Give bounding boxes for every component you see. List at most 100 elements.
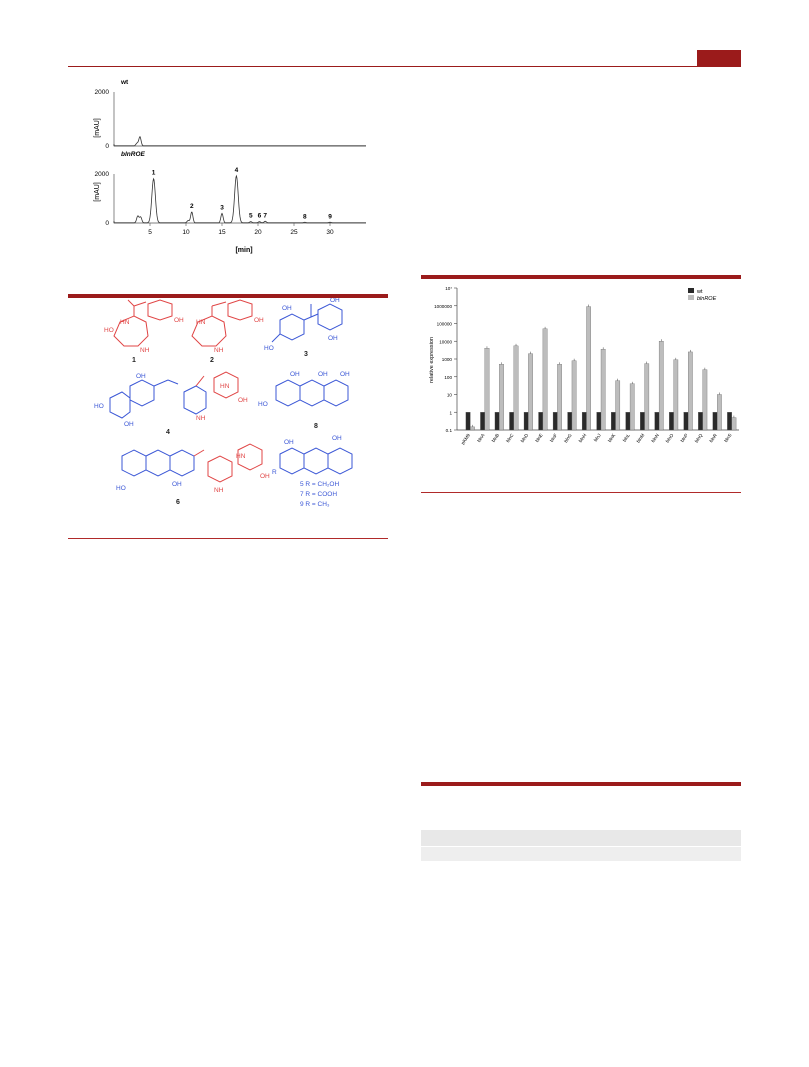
bar-blnroe-blnj	[600, 349, 606, 431]
bar-chart-y-tick-label: 10	[447, 393, 453, 398]
atom-label: OH	[174, 317, 184, 324]
hplc-x-tick-label: 25	[290, 229, 298, 236]
bar-chart-category-label: blnJ	[593, 433, 602, 443]
compound-1-structure	[113, 299, 173, 347]
bar-chart-y-tick-label: 100	[444, 375, 452, 380]
hplc-oe-peak-label: 5	[249, 213, 253, 220]
bar-blnroe-blno	[673, 359, 679, 431]
table-top-rule	[421, 782, 741, 786]
bar-chart-category-label: blnK	[607, 432, 617, 443]
bar-chart-y-tick-label: 10⁷	[445, 286, 452, 291]
hplc-oe-peak-label: 2	[190, 203, 194, 210]
bar-blnroe-blnk	[615, 380, 621, 431]
atom-label: OH	[284, 439, 294, 446]
compound-8-structure	[275, 379, 349, 407]
r-group-7: 7 R = COOH	[300, 491, 337, 498]
compound-number-4: 4	[166, 429, 170, 436]
bar-blnroe-blng	[571, 360, 577, 431]
bar-chart-category-label: blnE	[534, 433, 543, 443]
bar-wt-blnm	[640, 412, 645, 431]
bar-wt-blnk	[611, 412, 616, 431]
bar-chart-category-label: blnG	[563, 432, 573, 443]
hplc-x-tick-label: 15	[218, 229, 226, 236]
atom-label: OH	[332, 435, 342, 442]
header-rule	[68, 66, 741, 67]
bar-chart-y-tick-label: 1000000	[434, 304, 452, 309]
bar-chart-category-label: blnD	[520, 432, 530, 443]
atom-label: HO	[258, 401, 268, 408]
legend-label-blnroe: blnROE	[697, 296, 717, 302]
hplc-panel-label-oe: blnROE	[121, 151, 145, 158]
hplc-xlabel: [min]	[235, 247, 252, 254]
atom-label: R	[272, 469, 277, 476]
bar-chart-category-label: blnO	[665, 432, 675, 443]
atom-label: OH	[318, 371, 328, 378]
hplc-x-tick-label: 10	[182, 229, 190, 236]
bar-chart-category-label: blnC	[505, 432, 515, 443]
compound-6-structure-blue	[121, 449, 195, 477]
atom-label: OH	[282, 305, 292, 312]
atom-label: OH	[330, 298, 340, 304]
header-color-tab	[697, 50, 741, 66]
hplc-oe-peak-label: 3	[220, 204, 224, 211]
bar-wt-blnh	[581, 412, 587, 431]
scheme-bottom-rule	[68, 538, 388, 539]
hplc-oe-peak-label: 6	[258, 213, 262, 220]
atom-label: OH	[328, 335, 338, 342]
legend-swatch-blnroe	[688, 295, 694, 300]
compound-number-1: 1	[132, 357, 136, 364]
compound-3-structure	[271, 303, 343, 343]
atom-label: HN	[120, 319, 130, 326]
bar-chart-ylabel: relative expression	[429, 337, 435, 383]
atom-label: OH	[136, 373, 146, 380]
bar-chart-category-label: blnQ	[694, 432, 704, 443]
hplc-ylabel-wt: [mAU]	[94, 118, 101, 138]
table-subheader-row	[421, 847, 741, 861]
bar-wt-blnr	[712, 412, 718, 431]
bar-wt-blne	[538, 412, 544, 431]
hplc-wt-trace	[113, 136, 366, 147]
bar-wt-blnp	[683, 412, 689, 431]
bar-chart-y-tick-label: 1000	[442, 357, 453, 362]
bar-blnroe-blnr	[717, 394, 722, 431]
atom-label: NH	[214, 347, 224, 354]
hplc-ytick-wt-zero: 0	[105, 143, 109, 150]
atom-label: HO	[104, 327, 114, 334]
compound-4-structure-blue	[109, 379, 207, 419]
atom-label: OH	[290, 371, 300, 378]
atom-label: OH	[172, 481, 182, 488]
bar-chart-category-label: blnR	[709, 432, 719, 443]
bar-chart-category-label: blnA	[476, 432, 486, 443]
r-group-9: 9 R = CH₃	[300, 501, 330, 508]
bar-blnroe-blns	[731, 417, 737, 431]
hplc-oe-peak-label: 8	[303, 213, 307, 220]
bar-wt-blnq	[698, 412, 703, 431]
figure-bottom-rule	[421, 492, 741, 493]
hplc-x-tick-label: 20	[254, 229, 262, 236]
figure-top-rule	[421, 275, 741, 279]
compound-6-structure-red	[193, 443, 263, 483]
bar-blnroe-blnm	[644, 363, 650, 431]
bar-chart-category-label: pKM9	[460, 432, 471, 445]
bar-wt-blnl	[625, 412, 631, 431]
bar-wt-blnf	[552, 412, 558, 431]
expression-bar-chart: 10⁷ 1000000 100000 10000 1000 100 10 1 0.1 pKM9 bl…	[429, 286, 739, 445]
bar-blnroe-blnn	[658, 341, 664, 431]
atom-label: HO	[116, 485, 126, 492]
bar-blnroe-blnh	[586, 306, 591, 431]
bar-blnroe-blna	[484, 348, 490, 431]
hplc-ylabel-oe: [mAU]	[94, 182, 101, 202]
atom-label: OH	[340, 371, 350, 378]
bar-wt-pkm9	[465, 412, 471, 431]
bar-chart-y-tick-label: 10000	[439, 339, 452, 344]
bar-chart-y-tick-label: 100000	[437, 322, 453, 327]
bar-blnroe-blnl	[629, 383, 635, 431]
hplc-ytick-oe-zero: 0	[105, 220, 109, 227]
bar-wt-blns	[727, 412, 732, 431]
bar-wt-blnd	[523, 412, 529, 431]
bar-blnroe-blnc	[513, 345, 519, 431]
atom-label: OH	[254, 317, 264, 324]
compound-number-8: 8	[314, 423, 318, 430]
bar-blnroe-blne	[542, 328, 548, 431]
bar-chart-category-label: blnL	[622, 432, 631, 442]
